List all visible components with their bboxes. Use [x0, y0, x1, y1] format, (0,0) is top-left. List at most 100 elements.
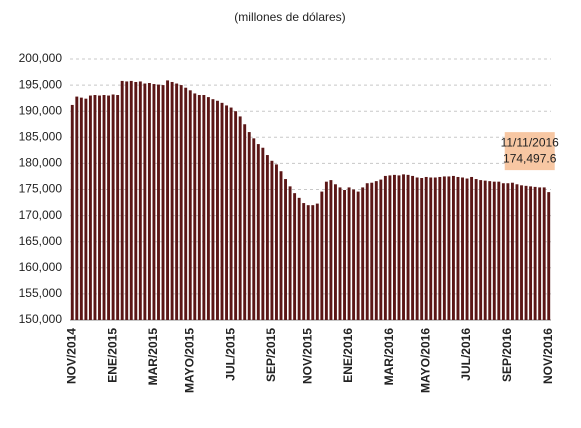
bar	[352, 189, 356, 320]
bar	[334, 184, 337, 320]
bar	[456, 176, 460, 320]
bar	[492, 181, 496, 320]
bar	[424, 176, 428, 320]
bar	[175, 83, 179, 320]
x-tick-label: JUL/2015	[223, 328, 237, 381]
y-tick-label: 200,000	[19, 51, 63, 65]
bar	[206, 97, 210, 320]
bar	[311, 205, 315, 320]
bar	[547, 192, 551, 320]
annotation-label: 11/11/2016	[501, 135, 560, 149]
bar	[93, 95, 97, 320]
bar	[365, 183, 369, 320]
bar	[506, 183, 510, 320]
bar	[315, 203, 319, 320]
bar	[138, 81, 142, 320]
bar	[143, 83, 147, 320]
bar	[433, 177, 437, 320]
x-tick-label: MAYO/2015	[182, 328, 196, 393]
bar	[406, 174, 410, 320]
x-tick-label: NOV/2014	[64, 328, 78, 384]
bar	[238, 116, 242, 320]
bar	[147, 83, 151, 321]
bar	[125, 81, 129, 320]
bar	[252, 138, 256, 320]
bar	[343, 190, 346, 320]
bar	[442, 176, 446, 320]
bar	[524, 185, 528, 320]
bar	[75, 96, 79, 320]
bar	[288, 186, 292, 320]
bar	[483, 180, 487, 320]
bar	[265, 155, 269, 320]
bar	[79, 97, 83, 321]
bar	[184, 87, 188, 321]
bar	[383, 175, 387, 320]
bar	[479, 180, 483, 320]
x-tick-label: SEP/2015	[264, 328, 278, 382]
bar	[256, 144, 260, 320]
bar	[402, 174, 405, 320]
bar	[397, 175, 401, 320]
bar	[488, 181, 492, 320]
bar	[216, 100, 219, 320]
bar	[247, 132, 251, 320]
bar	[134, 81, 138, 320]
bar	[447, 176, 451, 320]
bar	[306, 205, 310, 320]
bar	[533, 186, 537, 320]
bar	[338, 187, 342, 320]
bar	[302, 203, 306, 320]
x-tick-label: NOV/2016	[541, 328, 555, 384]
bar	[347, 187, 351, 320]
bar	[202, 95, 206, 320]
bar	[474, 179, 478, 320]
bar	[102, 95, 106, 320]
bar	[157, 84, 160, 320]
y-tick-label: 195,000	[19, 77, 63, 91]
x-tick-label: MAYO/2016	[418, 328, 432, 393]
y-tick-label: 190,000	[19, 103, 63, 117]
bar	[356, 191, 360, 320]
bar	[297, 197, 301, 320]
y-tick-label: 180,000	[19, 156, 63, 170]
bar	[193, 93, 197, 321]
bar	[70, 104, 74, 320]
bar	[411, 175, 415, 320]
bar	[107, 95, 111, 320]
bar	[538, 187, 542, 320]
bar	[324, 181, 328, 320]
bar	[320, 191, 324, 320]
bar	[429, 177, 433, 320]
x-tick-label: ENE/2016	[341, 328, 355, 383]
y-tick-label: 170,000	[19, 208, 63, 222]
chart-title: (millones de dólares)	[234, 10, 345, 24]
bar	[374, 181, 378, 320]
bar	[529, 186, 533, 320]
bar	[261, 147, 265, 320]
bar	[270, 160, 274, 320]
bar	[515, 184, 519, 320]
y-tick-label: 185,000	[19, 129, 63, 143]
bar	[197, 95, 201, 320]
bar	[520, 185, 523, 320]
bar	[451, 175, 455, 320]
bar	[161, 85, 165, 320]
bar	[129, 80, 133, 320]
bar	[461, 177, 464, 320]
bar	[392, 174, 396, 320]
bar	[98, 95, 101, 320]
bar	[388, 175, 392, 320]
bar	[420, 178, 424, 320]
bar	[111, 94, 115, 320]
bar	[415, 177, 419, 320]
bar	[370, 182, 374, 320]
bar	[379, 179, 383, 320]
bar	[225, 105, 229, 320]
bar	[220, 102, 224, 321]
bar	[497, 181, 501, 320]
x-tick-label: MAR/2015	[146, 328, 160, 386]
value-label: 174,497.6	[503, 151, 557, 165]
bar	[470, 176, 474, 320]
